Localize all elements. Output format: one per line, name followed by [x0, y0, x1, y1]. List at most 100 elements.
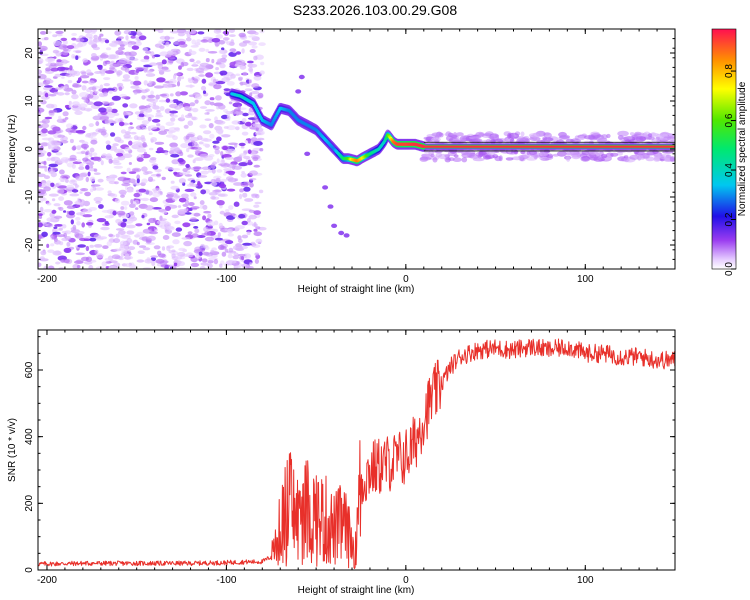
noise-speckle — [115, 233, 120, 238]
noise-speckle — [171, 253, 176, 259]
noise-speckle — [117, 36, 122, 40]
noise-speckle — [164, 151, 169, 156]
noise-speckle — [241, 48, 245, 54]
noise-speckle — [53, 228, 59, 232]
noise-speckle — [503, 138, 511, 143]
noise-speckle — [252, 244, 261, 248]
noise-speckle — [165, 121, 175, 127]
noise-speckle — [39, 58, 44, 64]
noise-speckle — [56, 188, 65, 194]
noise-speckle — [106, 54, 117, 60]
noise-speckle — [109, 214, 114, 218]
noise-speckle — [99, 54, 109, 59]
noise-speckle — [194, 157, 204, 162]
noise-speckle — [112, 210, 117, 216]
noise-speckle — [207, 259, 214, 264]
noise-speckle — [199, 266, 206, 269]
noise-speckle — [233, 182, 243, 186]
noise-speckle — [81, 71, 87, 76]
noise-speckle — [108, 101, 115, 106]
noise-speckle — [144, 105, 151, 109]
noise-speckle — [253, 164, 261, 168]
noise-speckle — [105, 261, 112, 264]
noise-speckle — [610, 152, 619, 157]
noise-speckle — [74, 110, 83, 116]
noise-speckle — [629, 132, 635, 136]
noise-speckle — [200, 247, 206, 252]
noise-speckle — [85, 176, 90, 183]
noise-speckle — [218, 193, 228, 197]
noise-speckle — [207, 51, 218, 54]
noise-speckle — [141, 178, 148, 184]
noise-speckle — [76, 221, 81, 226]
noise-speckle — [217, 129, 224, 135]
noise-speckle — [71, 54, 76, 59]
noise-speckle — [153, 105, 160, 110]
noise-speckle — [111, 254, 121, 260]
noise-speckle — [67, 157, 78, 161]
noise-speckle — [170, 114, 178, 118]
noise-speckle — [98, 236, 108, 240]
noise-speckle — [38, 69, 41, 73]
noise-speckle — [76, 265, 81, 269]
noise-speckle — [143, 80, 148, 86]
y-tick-label: -10 — [24, 189, 35, 204]
noise-speckle — [63, 232, 67, 238]
noise-speckle — [71, 163, 76, 169]
noise-speckle — [196, 39, 202, 43]
noise-speckle — [141, 166, 148, 172]
noise-speckle — [158, 40, 165, 45]
noise-speckle — [42, 250, 46, 255]
noise-speckle — [204, 236, 215, 242]
noise-speckle — [253, 141, 263, 146]
spectrogram-x-ticks: -200 -100 0 100 — [37, 29, 676, 285]
noise-speckle — [129, 122, 133, 125]
noise-speckle — [237, 105, 241, 110]
noise-speckle — [69, 65, 73, 71]
noise-speckle — [185, 252, 194, 258]
noise-speckle — [89, 237, 97, 242]
noise-speckle — [58, 177, 67, 181]
noise-speckle — [177, 261, 185, 267]
noise-speckle — [220, 151, 224, 156]
noise-speckle — [64, 104, 70, 109]
noise-speckle — [583, 135, 596, 140]
noise-speckle — [81, 80, 89, 84]
noise-speckle — [254, 132, 262, 136]
noise-speckle — [121, 248, 128, 254]
noise-speckle — [168, 193, 178, 196]
noise-speckle — [129, 211, 135, 216]
noise-speckle — [105, 47, 112, 51]
noise-speckle — [48, 193, 59, 197]
noise-speckle — [154, 43, 163, 48]
noise-speckle — [210, 181, 218, 186]
noise-speckle — [194, 150, 201, 154]
noise-speckle — [124, 67, 130, 73]
noise-speckle — [201, 166, 211, 171]
noise-speckle — [114, 181, 119, 185]
noise-speckle — [79, 163, 84, 167]
noise-speckle — [150, 157, 157, 161]
noise-speckle — [159, 106, 165, 111]
noise-speckle — [203, 226, 209, 232]
noise-speckle — [38, 234, 42, 240]
noise-speckle — [247, 60, 254, 64]
noise-speckle — [92, 152, 98, 156]
noise-speckle — [97, 178, 104, 183]
noise-speckle — [511, 156, 524, 161]
noise-speckle — [183, 240, 193, 247]
noise-speckle — [121, 96, 131, 99]
noise-speckle — [188, 145, 192, 150]
noise-speckle — [223, 126, 229, 129]
noise-speckle — [193, 166, 202, 170]
noise-speckle — [54, 73, 62, 78]
noise-speckle — [112, 248, 122, 252]
noise-speckle — [247, 159, 252, 163]
noise-speckle — [141, 109, 147, 112]
noise-speckle — [55, 52, 62, 57]
snr-y-label: SNR (10 * v/v) — [7, 418, 18, 482]
noise-speckle — [156, 123, 161, 127]
noise-speckle — [38, 41, 42, 47]
noise-speckle — [116, 70, 123, 76]
noise-speckle — [173, 262, 178, 267]
